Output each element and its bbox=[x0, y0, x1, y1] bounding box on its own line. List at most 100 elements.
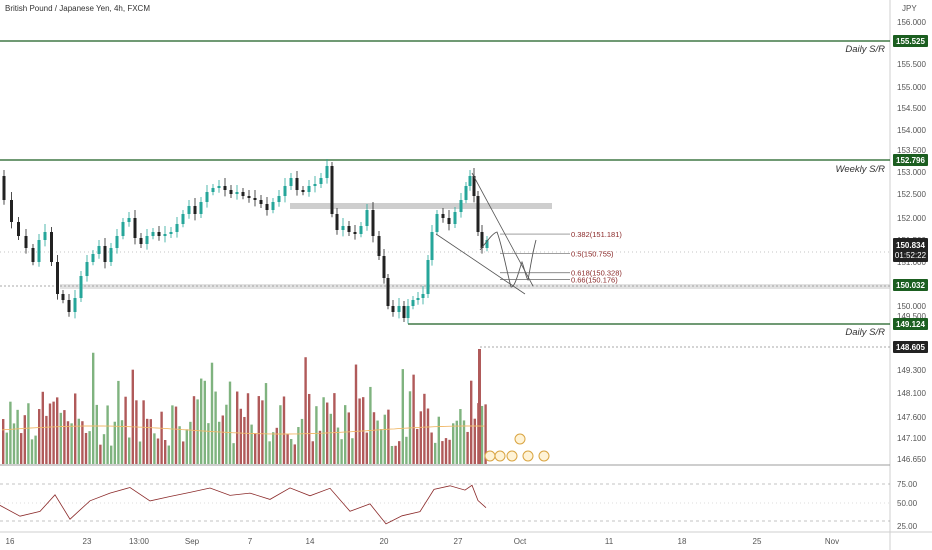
currency-label: JPY bbox=[902, 4, 917, 13]
rsi-tick-label: 25.00 bbox=[897, 522, 918, 531]
candle bbox=[426, 260, 430, 294]
volume-bar bbox=[95, 404, 98, 464]
volume-bar bbox=[423, 393, 426, 464]
fib-levels[interactable]: 0.382(151.181) 0.5(150.755) 0.618(150.328)… bbox=[500, 230, 622, 285]
event-marker-icon[interactable] bbox=[506, 450, 518, 462]
volume-bar bbox=[380, 429, 383, 464]
volume-bar bbox=[282, 396, 286, 464]
volume-bar bbox=[232, 443, 235, 464]
candle bbox=[430, 232, 434, 260]
event-marker-icon[interactable] bbox=[538, 450, 550, 462]
time-tick-label: 16 bbox=[6, 537, 15, 546]
candle bbox=[217, 186, 221, 188]
daily-sr-top-badge-text: 155.525 bbox=[896, 37, 925, 46]
volume-bar bbox=[200, 378, 203, 464]
volume-bar bbox=[12, 423, 16, 464]
volume-bar bbox=[102, 434, 106, 464]
volume-bar bbox=[164, 440, 167, 464]
volume-bar bbox=[351, 438, 354, 464]
candle bbox=[91, 254, 95, 262]
volume-level-badge-text: 148.605 bbox=[896, 343, 925, 352]
volume-bar bbox=[372, 412, 376, 464]
candle bbox=[121, 222, 125, 236]
time-axis[interactable]: 16 23 13:00 Sep 7 14 20 27 Oct 11 18 25 Nov bbox=[6, 537, 840, 546]
candle bbox=[307, 186, 311, 192]
trend-drawings[interactable] bbox=[435, 172, 537, 295]
volume-bar bbox=[470, 380, 473, 464]
trend-line-upper[interactable] bbox=[471, 172, 534, 287]
volume-bar bbox=[286, 433, 289, 464]
candle bbox=[330, 166, 334, 214]
volume-bar bbox=[426, 408, 430, 464]
volume-bar bbox=[52, 401, 55, 464]
volume-bar bbox=[167, 445, 170, 464]
candle bbox=[223, 186, 227, 190]
volume-bar bbox=[239, 408, 242, 464]
candle bbox=[127, 218, 131, 222]
candle bbox=[347, 226, 351, 232]
candle bbox=[56, 262, 59, 294]
event-markers[interactable] bbox=[484, 433, 550, 462]
support-zone bbox=[60, 284, 890, 289]
candle bbox=[229, 190, 233, 194]
candle bbox=[265, 204, 269, 210]
volume-bar bbox=[430, 432, 433, 464]
volume-bar bbox=[261, 400, 264, 464]
volume-bar bbox=[434, 442, 437, 464]
candle bbox=[359, 226, 363, 234]
candle bbox=[2, 176, 6, 200]
volume-bar bbox=[34, 435, 37, 464]
event-marker-icon[interactable] bbox=[522, 450, 534, 462]
volume-bar bbox=[218, 421, 221, 464]
candle bbox=[335, 214, 339, 230]
volume-bar bbox=[2, 419, 5, 464]
volume-bar bbox=[246, 393, 250, 464]
candle bbox=[61, 294, 65, 300]
event-marker-icon[interactable] bbox=[484, 450, 496, 462]
volume-bar bbox=[401, 369, 404, 464]
volume-level-badge bbox=[893, 341, 928, 353]
candle bbox=[157, 232, 161, 236]
volume-bar bbox=[81, 421, 84, 464]
volume-bar bbox=[23, 415, 26, 464]
volume-bar bbox=[138, 441, 142, 464]
volume-bar bbox=[225, 404, 228, 464]
volume-bar bbox=[279, 405, 282, 464]
candle bbox=[416, 298, 420, 300]
volume-bar bbox=[322, 397, 325, 464]
candle bbox=[371, 210, 375, 236]
volume-bar bbox=[369, 386, 372, 464]
fib-label: 0.382(151.181) bbox=[571, 230, 622, 239]
volume-bar bbox=[419, 411, 422, 464]
time-tick-label: 7 bbox=[248, 537, 253, 546]
price-projection-path[interactable] bbox=[479, 231, 537, 288]
candle bbox=[283, 186, 287, 196]
candle bbox=[17, 222, 20, 236]
candle bbox=[319, 178, 323, 184]
volume-bar bbox=[156, 438, 160, 464]
volume-bar bbox=[106, 405, 109, 464]
volume-bar bbox=[128, 437, 131, 464]
volume-bar bbox=[484, 404, 487, 464]
candle bbox=[133, 218, 137, 238]
candle bbox=[247, 196, 251, 198]
candle bbox=[480, 232, 484, 248]
volume-bar bbox=[110, 445, 113, 464]
volume-bar bbox=[174, 406, 178, 464]
price-tick-label: 146.650 bbox=[897, 455, 926, 464]
volume-bar bbox=[27, 403, 30, 464]
time-tick-label: 20 bbox=[380, 537, 389, 546]
time-tick-label: 14 bbox=[306, 537, 315, 546]
volume-bar bbox=[340, 439, 343, 464]
volume-bar bbox=[142, 400, 145, 464]
volume-bar bbox=[16, 409, 19, 464]
time-tick-label: 18 bbox=[678, 537, 687, 546]
event-marker-icon[interactable] bbox=[514, 433, 526, 445]
candle bbox=[402, 306, 406, 318]
volume-bar bbox=[160, 411, 163, 464]
price-tick-label: 155.500 bbox=[897, 60, 926, 69]
event-marker-icon[interactable] bbox=[494, 450, 506, 462]
current-price-text: 150.834 bbox=[896, 241, 925, 250]
volume-bar bbox=[254, 433, 257, 464]
